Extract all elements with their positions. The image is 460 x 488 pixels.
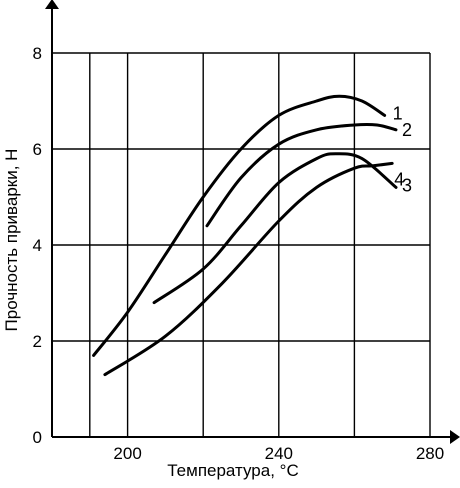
x-axis-label: Температура, °C (167, 461, 298, 480)
x-tick-labels: 200 240 280 (113, 444, 444, 463)
axes (45, 0, 460, 444)
series-line-4 (103, 161, 394, 377)
series-label-3: 3 (402, 175, 412, 195)
y-tick-label: 0 (33, 428, 42, 447)
series-line-1 (92, 94, 387, 357)
grid (52, 52, 431, 437)
y-tick-label: 6 (33, 140, 42, 159)
series-label-2: 2 (402, 120, 412, 140)
series-line-2 (205, 122, 398, 228)
y-axis-label: Прочность приварки, Н (2, 149, 21, 332)
y-tick-label: 4 (33, 236, 42, 255)
series-line-3 (152, 152, 398, 305)
series-label-1: 1 (393, 103, 403, 123)
x-tick-label: 200 (113, 444, 141, 463)
x-tick-label: 240 (265, 444, 293, 463)
y-tick-label: 2 (33, 332, 42, 351)
series-label-4: 4 (394, 169, 404, 189)
x-tick-label: 280 (416, 444, 444, 463)
series-group (92, 94, 398, 377)
series-labels: 12 34 (393, 103, 412, 195)
y-tick-labels: 0 2 4 6 8 (33, 44, 42, 447)
y-tick-label: 8 (33, 44, 42, 63)
